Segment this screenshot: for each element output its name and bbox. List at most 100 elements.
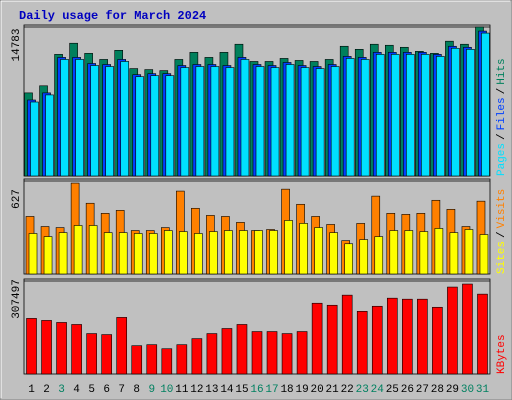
x-tick-label: 16 [250, 384, 263, 396]
x-tick-label: 13 [205, 384, 218, 396]
bar [58, 232, 68, 275]
bar [432, 306, 443, 375]
x-tick-label: 30 [461, 384, 474, 396]
bar [161, 348, 173, 375]
bar [436, 56, 445, 177]
bar [330, 66, 340, 177]
x-tick-label: 22 [341, 384, 354, 396]
bar [224, 230, 233, 275]
bar [389, 230, 399, 275]
bar [479, 234, 489, 275]
bar [116, 317, 128, 375]
x-tick-label: 12 [190, 384, 203, 396]
legend-entry: Files [496, 97, 508, 130]
bar [176, 344, 188, 375]
legend-entry: Pages [496, 143, 508, 176]
bar [45, 94, 54, 177]
bar [105, 66, 114, 177]
x-tick-label: 7 [118, 384, 125, 396]
bar [133, 233, 143, 275]
x-tick-label: 3 [58, 384, 65, 396]
bar [390, 54, 400, 177]
bar [299, 223, 308, 275]
bar [386, 297, 398, 375]
x-tick-label: 23 [356, 384, 369, 396]
x-tick-label: 9 [148, 384, 155, 396]
bar [43, 236, 53, 275]
bar [402, 298, 413, 375]
x-tick-label: 4 [73, 384, 80, 396]
bar [30, 101, 39, 177]
x-tick-label: 6 [103, 384, 110, 396]
bar [225, 67, 235, 177]
legend-separator: / [496, 231, 508, 238]
bar [254, 230, 263, 275]
bar [75, 59, 84, 177]
x-tick-label: 17 [265, 384, 278, 396]
bar [41, 320, 52, 375]
bar [165, 75, 175, 177]
x-tick-label: 18 [280, 384, 293, 396]
bar [481, 32, 490, 177]
x-tick-label: 29 [446, 384, 459, 396]
bar [180, 67, 190, 177]
bar [329, 232, 338, 275]
bar [255, 66, 265, 177]
x-tick-label: 27 [416, 384, 429, 396]
x-tick-label: 2 [43, 384, 50, 396]
bar [179, 231, 188, 275]
x-tick-label: 5 [88, 384, 95, 396]
bar [341, 294, 353, 375]
bar [240, 59, 250, 177]
bar [326, 304, 338, 375]
bar [406, 54, 415, 177]
x-tick-label: 20 [311, 384, 324, 396]
bar [195, 66, 205, 177]
bar [451, 47, 460, 177]
bar [464, 229, 474, 275]
bar [73, 225, 83, 275]
bar [345, 58, 355, 177]
x-tick-label: 19 [295, 384, 308, 396]
bar [284, 220, 293, 275]
bar [146, 344, 158, 375]
bar [462, 283, 473, 375]
legend: Pages / Files / Hits [496, 58, 508, 176]
x-tick-label: 25 [386, 384, 399, 396]
bar [150, 75, 160, 177]
x-tick-label: 21 [326, 384, 340, 396]
legend: Sites / Visits [496, 189, 508, 274]
legend-entry: KBytes [496, 334, 508, 374]
bar [466, 49, 475, 177]
bar [269, 230, 278, 275]
bar [28, 233, 38, 275]
bar [375, 54, 385, 177]
bar [434, 228, 444, 275]
bar [60, 59, 69, 177]
bar [417, 298, 428, 375]
y-tick-label: 307497 [11, 279, 23, 319]
bar [221, 328, 233, 375]
bar [210, 66, 220, 177]
legend-separator: / [496, 88, 508, 95]
chart-title: Daily usage for March 2024 [19, 9, 206, 23]
bar [120, 61, 130, 177]
bar [477, 293, 488, 375]
x-tick-label: 31 [476, 384, 490, 396]
bar [71, 324, 82, 375]
bar [374, 236, 384, 275]
x-tick-label: 11 [175, 384, 189, 396]
bar [239, 230, 248, 275]
bar [88, 225, 98, 275]
bar [135, 76, 145, 177]
x-tick-label: 24 [371, 384, 385, 396]
x-tick-label: 10 [160, 384, 173, 396]
bar [191, 338, 203, 375]
legend: KBytes [496, 334, 508, 374]
x-tick-label: 15 [235, 384, 248, 396]
bar [296, 331, 308, 375]
legend-separator: / [496, 133, 508, 140]
bar [251, 331, 263, 375]
bar [206, 333, 218, 375]
bar [56, 322, 67, 375]
